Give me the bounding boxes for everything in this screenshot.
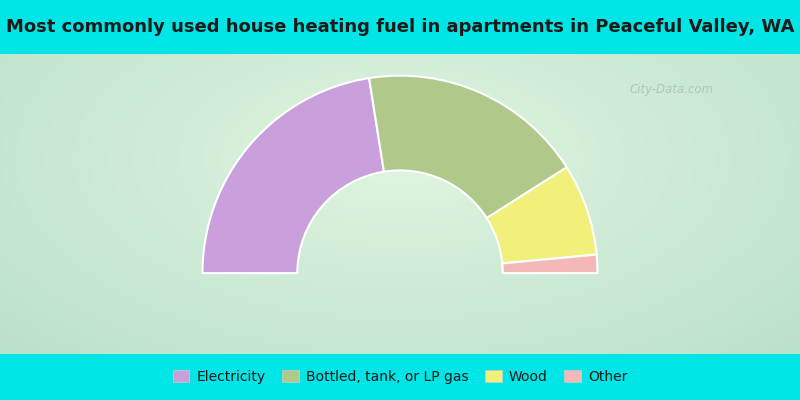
Wedge shape xyxy=(502,254,598,273)
Wedge shape xyxy=(369,76,566,218)
Text: Most commonly used house heating fuel in apartments in Peaceful Valley, WA: Most commonly used house heating fuel in… xyxy=(6,18,794,36)
Legend: Electricity, Bottled, tank, or LP gas, Wood, Other: Electricity, Bottled, tank, or LP gas, W… xyxy=(167,364,633,390)
Wedge shape xyxy=(486,167,597,264)
Text: City-Data.com: City-Data.com xyxy=(630,84,714,96)
Wedge shape xyxy=(202,78,384,273)
